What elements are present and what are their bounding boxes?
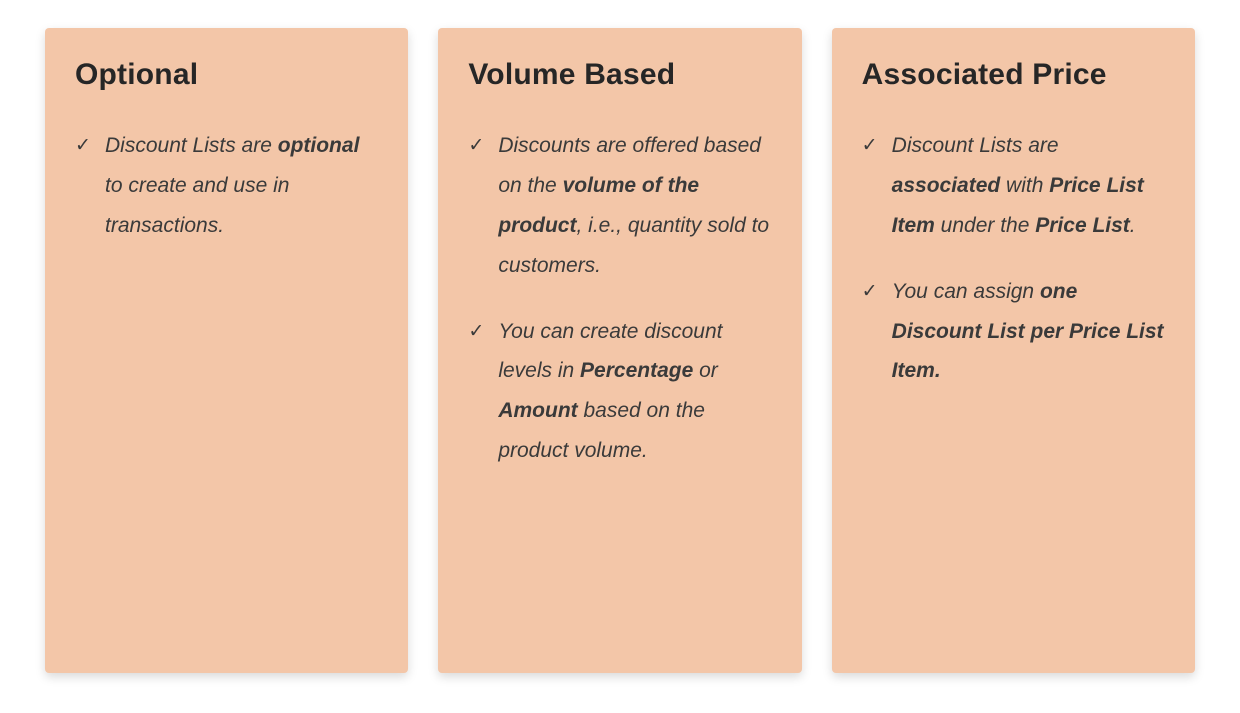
card-point: Discounts are offered based on the volum…	[468, 126, 775, 286]
bold-text: optional	[278, 134, 360, 157]
card-points: Discounts are offered based on the volum…	[468, 126, 775, 497]
card-points: Discount Lists are associated with Price…	[862, 126, 1169, 417]
bold-text: Amount	[498, 399, 577, 422]
text-segment: with	[1000, 174, 1049, 197]
bold-text: associated	[892, 174, 1001, 197]
card-title: Volume Based	[468, 58, 775, 92]
text-segment: to create and use in transactions.	[105, 174, 289, 237]
card-points: Discount Lists are optional to create an…	[75, 126, 382, 272]
bold-text: Percentage	[580, 359, 693, 382]
text-segment: Discount Lists are	[892, 134, 1059, 157]
text-segment: under the	[935, 214, 1035, 237]
card-title: Associated Price	[862, 58, 1169, 92]
text-segment: or	[693, 359, 718, 382]
text-segment: You can assign	[892, 280, 1040, 303]
card-point: You can assign one Discount List per Pri…	[862, 272, 1169, 392]
card-title: Optional	[75, 58, 382, 92]
text-segment: Discount Lists are	[105, 134, 278, 157]
card-point: Discount Lists are optional to create an…	[75, 126, 382, 246]
cards-row: Optional Discount Lists are optional to c…	[0, 0, 1240, 713]
card-point: You can create discount levels in Percen…	[468, 312, 775, 472]
card-point: Discount Lists are associated with Price…	[862, 126, 1169, 246]
info-card: Volume Based Discounts are offered based …	[438, 28, 801, 673]
info-card: Associated Price Discount Lists are assoc…	[832, 28, 1195, 673]
text-segment: .	[1130, 214, 1136, 237]
info-card: Optional Discount Lists are optional to c…	[45, 28, 408, 673]
bold-text: Price List	[1035, 214, 1130, 237]
